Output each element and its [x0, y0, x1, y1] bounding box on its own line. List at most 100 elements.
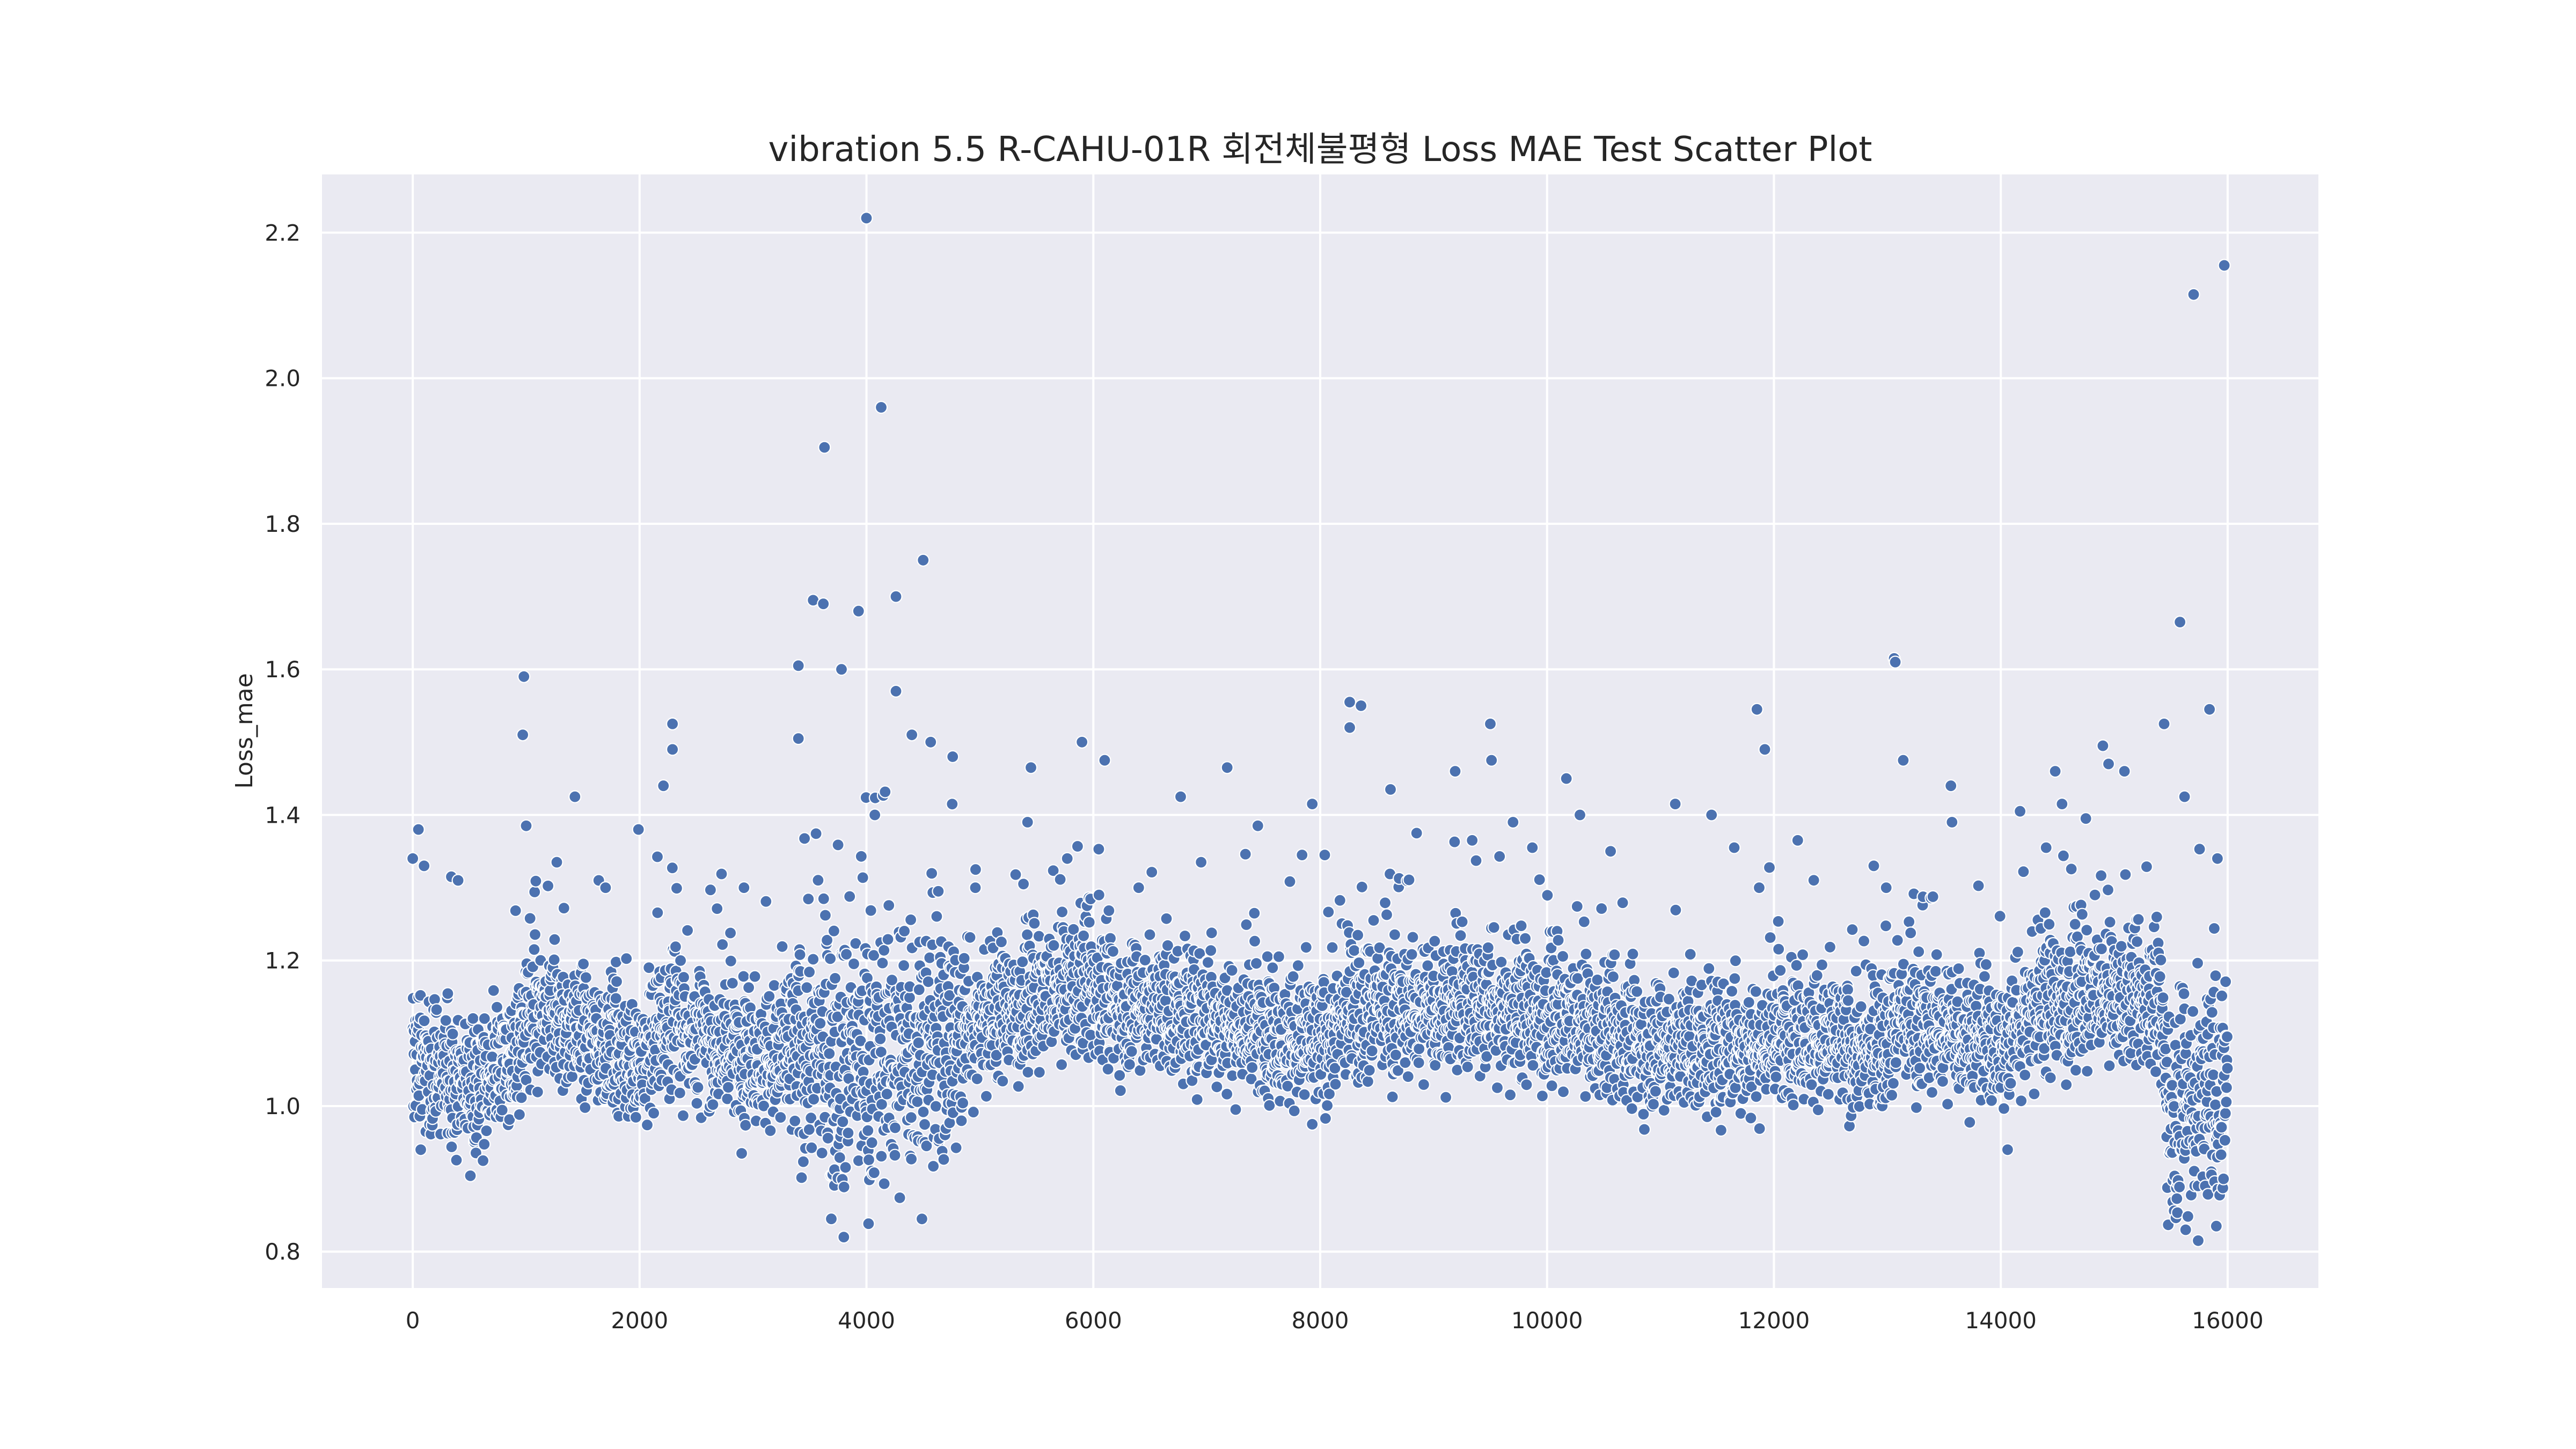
data-point	[739, 1118, 752, 1132]
data-point	[640, 1118, 654, 1132]
data-point	[579, 971, 593, 984]
data-point	[1556, 1085, 1570, 1099]
data-point	[868, 808, 882, 822]
data-point	[1020, 928, 1034, 941]
data-point	[1729, 954, 1742, 968]
data-point	[996, 1074, 1009, 1088]
data-point	[797, 832, 811, 845]
data-point	[576, 957, 590, 971]
data-point	[1333, 894, 1346, 907]
data-point	[994, 935, 1008, 949]
data-point	[827, 924, 841, 938]
data-point	[1742, 996, 1755, 1009]
data-point	[1541, 889, 1554, 902]
data-point	[882, 898, 896, 912]
data-point	[880, 1087, 894, 1101]
data-point	[665, 861, 679, 875]
data-point	[1439, 1091, 1453, 1104]
data-points	[406, 211, 2234, 1247]
data-point	[1909, 1101, 1923, 1114]
data-point	[1885, 1088, 1899, 1102]
data-point	[867, 1166, 881, 1180]
data-point	[706, 1098, 720, 1111]
data-point	[930, 910, 943, 923]
data-point	[815, 1146, 829, 1160]
data-point	[1246, 1060, 1259, 1074]
data-point	[1702, 962, 1716, 975]
data-point	[1329, 1078, 1342, 1091]
data-point	[924, 735, 938, 749]
data-point	[1248, 906, 1261, 920]
data-point	[904, 1111, 918, 1124]
x-gridlines	[412, 174, 2229, 1288]
data-point	[1821, 1087, 1835, 1101]
data-point	[1125, 1045, 1138, 1058]
data-point	[1016, 877, 1030, 891]
data-point	[1667, 966, 1680, 980]
data-point	[478, 1012, 491, 1026]
data-point	[1160, 912, 1173, 925]
data-point	[528, 943, 541, 956]
data-point	[759, 895, 773, 908]
data-point	[1608, 948, 1621, 962]
data-point	[1646, 1097, 1660, 1111]
data-point	[793, 948, 807, 962]
data-point	[1201, 956, 1214, 969]
data-point	[877, 943, 891, 957]
data-point	[881, 933, 895, 946]
data-point	[1841, 994, 1855, 1007]
data-point	[1769, 1070, 1783, 1084]
data-point	[1363, 1064, 1376, 1077]
data-point	[1319, 1111, 1332, 1125]
data-point	[1772, 942, 1785, 956]
data-point	[669, 940, 683, 954]
data-point	[1378, 896, 1392, 910]
data-point	[1448, 835, 1461, 848]
data-point	[861, 1124, 875, 1137]
data-point	[1016, 955, 1029, 969]
data-point	[1889, 1056, 1902, 1070]
data-point	[1879, 919, 1893, 933]
data-point	[1454, 929, 1467, 942]
data-point	[674, 954, 687, 968]
data-point	[1367, 913, 1380, 927]
data-point	[441, 987, 455, 1000]
data-point	[1657, 1103, 1671, 1117]
data-point	[823, 952, 837, 965]
data-point	[1552, 933, 1565, 947]
data-point	[1263, 1099, 1276, 1112]
data-point	[1428, 934, 1441, 948]
data-point	[1606, 970, 1620, 984]
data-point	[862, 1153, 876, 1167]
data-point	[430, 1003, 443, 1016]
data-point	[513, 1108, 526, 1121]
data-point	[1749, 985, 1762, 998]
data-point	[1796, 948, 1810, 962]
data-point	[724, 954, 737, 968]
data-point	[841, 1126, 855, 1140]
data-point	[839, 1161, 852, 1174]
data-point	[1028, 917, 1041, 930]
data-point	[680, 924, 694, 937]
data-point	[1380, 908, 1394, 921]
data-point	[1386, 1090, 1399, 1104]
data-point	[495, 1103, 509, 1117]
data-point	[1388, 928, 1401, 941]
data-point	[1405, 948, 1418, 961]
data-point	[1266, 961, 1279, 975]
data-point	[1616, 896, 1629, 910]
data-point	[1102, 904, 1116, 918]
data-point	[767, 979, 781, 992]
data-point	[609, 992, 623, 1005]
data-point	[1092, 843, 1106, 856]
data-point	[764, 1124, 777, 1137]
data-point	[1071, 839, 1085, 853]
data-point	[579, 1101, 592, 1114]
data-point	[1519, 932, 1532, 945]
data-point	[854, 850, 868, 863]
data-point	[642, 961, 656, 975]
data-point	[926, 1160, 940, 1173]
data-point	[1239, 847, 1252, 861]
data-point	[1365, 1044, 1379, 1058]
